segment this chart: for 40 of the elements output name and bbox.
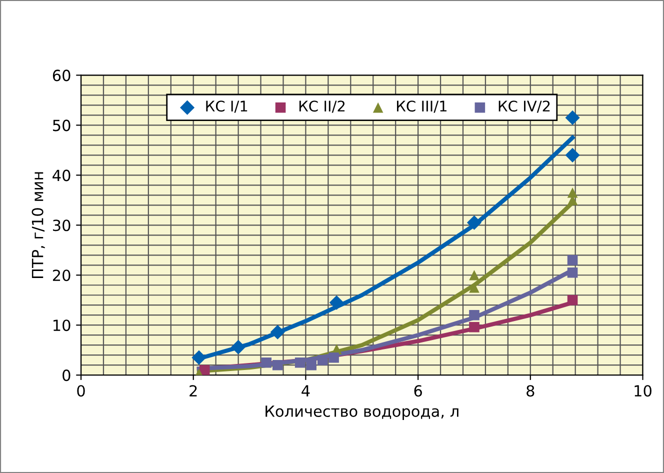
point — [565, 148, 580, 162]
y-tick-label: 30 — [53, 220, 70, 232]
y-axis-title: ПТР, г/10 мин — [32, 172, 45, 278]
x-tick-label: 6 — [414, 385, 422, 397]
y-tick-label: 40 — [52, 170, 70, 182]
point — [306, 360, 316, 370]
point — [469, 270, 480, 280]
point — [329, 295, 344, 310]
y-tick-label: 50 — [53, 120, 70, 132]
point — [231, 340, 246, 354]
point — [469, 310, 480, 320]
point — [294, 357, 306, 368]
point — [567, 188, 578, 198]
point — [328, 352, 339, 363]
x-tick-label: 10 — [634, 385, 652, 397]
y-tick-label: 0 — [62, 370, 70, 382]
point — [567, 254, 578, 266]
y-tick-label: 10 — [54, 320, 70, 332]
legend-label: КС IV/2 — [498, 100, 550, 113]
point — [469, 322, 480, 332]
y-tick-label: 60 — [52, 70, 70, 82]
legend-label: КС II/2 — [299, 100, 345, 113]
point — [466, 215, 482, 230]
x-tick-label: 2 — [190, 385, 197, 396]
point — [270, 324, 285, 340]
legend-label: КС I/1 — [206, 100, 248, 113]
y-tick-label: 20 — [52, 270, 70, 282]
point — [272, 360, 283, 370]
point — [261, 357, 272, 368]
point — [567, 294, 578, 306]
point — [192, 350, 206, 365]
x-tick-label: 0 — [77, 385, 85, 397]
point — [567, 267, 578, 278]
x-axis-title: Количество водорода, л — [266, 406, 458, 420]
point — [317, 354, 328, 366]
x-tick-label: 8 — [526, 385, 534, 397]
point — [469, 282, 480, 293]
point — [565, 110, 580, 125]
x-tick-label: 4 — [302, 385, 310, 396]
legend-label: КС III/1 — [397, 100, 446, 113]
